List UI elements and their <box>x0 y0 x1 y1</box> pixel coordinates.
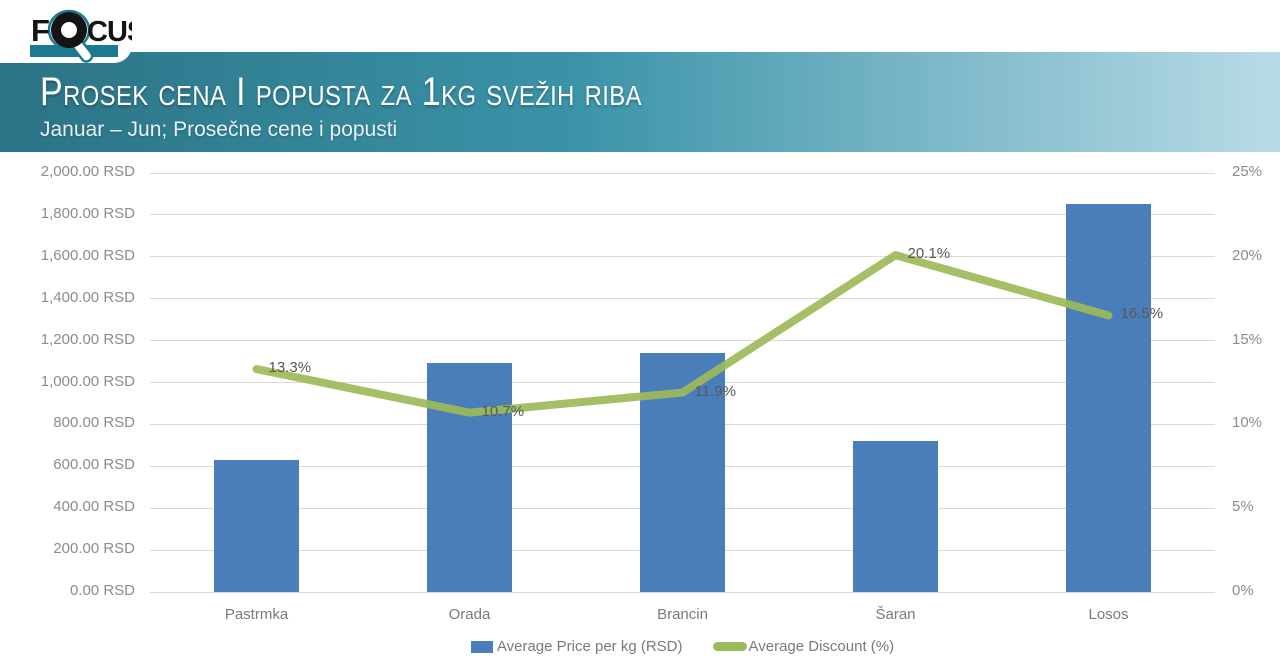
line-data-label: 16.5% <box>1120 305 1164 323</box>
legend-item: Average Price per kg (RSD) <box>470 638 683 655</box>
legend-item: Average Discount (%) <box>712 638 895 655</box>
right-axis-tick: 5% <box>1232 498 1254 516</box>
x-axis-label: Losos <box>1088 606 1129 623</box>
legend-label: Average Discount (%) <box>748 638 895 655</box>
combo-chart: 0.00 RSD 200.00 RSD 400.00 RSD 600.00 RSD 80… <box>0 160 1280 668</box>
header-band: Prosek cena I popusta za 1kg svežih riba… <box>0 52 1280 152</box>
x-axis-label: Šaran <box>875 606 916 623</box>
left-axis-tick: 800.00 RSD <box>53 414 135 432</box>
bar-losos <box>1066 204 1151 592</box>
logo-text-f: F <box>31 13 50 48</box>
gridline <box>150 214 1215 216</box>
logo-bar <box>30 45 118 57</box>
legend-label: Average Price per kg (RSD) <box>496 638 683 655</box>
left-axis-tick: 1,000.00 RSD <box>40 372 135 390</box>
right-axis-tick: 15% <box>1232 330 1263 348</box>
gridline <box>150 298 1215 300</box>
x-axis-label: Brancin <box>657 606 708 623</box>
discount-line <box>252 251 1113 417</box>
left-axis-tick: 2,000.00 RSD <box>40 163 135 180</box>
right-axis-tick: 10% <box>1232 414 1263 432</box>
left-axis-tick: 600.00 RSD <box>53 456 135 474</box>
logo-text-cus: CUS <box>87 16 132 48</box>
gridline <box>150 340 1215 342</box>
line-data-label: 13.3% <box>268 359 312 377</box>
focus-logo: F CUS <box>0 0 147 63</box>
bar-orada <box>427 362 512 592</box>
gridline <box>150 591 1215 593</box>
left-axis-tick: 1,200.00 RSD <box>40 330 135 348</box>
right-axis-tick: 0% <box>1232 582 1254 599</box>
gridline <box>150 256 1215 258</box>
line-data-label: 20.1% <box>907 245 951 263</box>
gridline <box>150 172 1215 174</box>
magnifier-ring-icon <box>47 9 91 51</box>
left-axis-tick: 1,400.00 RSD <box>40 288 135 306</box>
chart-legend: Average Price per kg (RSD) Average Discou… <box>150 638 1215 655</box>
page-title: Prosek cena I popusta za 1kg svežih riba <box>40 70 642 114</box>
left-axis-tick: 1,600.00 RSD <box>40 246 135 264</box>
legend-line-swatch-icon <box>712 642 747 651</box>
left-axis-tick: 0.00 RSD <box>69 582 135 599</box>
left-axis-tick: 200.00 RSD <box>53 540 135 558</box>
left-axis-tick: 400.00 RSD <box>53 498 135 516</box>
right-axis-tick: 25% <box>1232 163 1263 180</box>
legend-bar-swatch-icon <box>470 640 493 653</box>
focus-logo-graphic: F CUS <box>30 9 147 63</box>
line-data-label: 10.7% <box>481 402 525 420</box>
page-subtitle: Januar – Jun; Prosečne cene i popusti <box>40 118 398 141</box>
line-data-label: 11.9% <box>694 382 736 400</box>
discount-line-series <box>252 251 1113 417</box>
header-content: Prosek cena I popusta za 1kg svežih riba… <box>0 52 1280 143</box>
magnifier-lens-icon <box>51 12 87 48</box>
bar-pastrmka <box>214 460 299 592</box>
bar-šaran <box>853 441 938 592</box>
x-axis-label: Pastrmka <box>224 606 289 623</box>
left-axis-tick: 1,800.00 RSD <box>40 204 135 222</box>
x-axis-label: Orada <box>448 606 491 623</box>
right-axis-tick: 20% <box>1232 246 1263 264</box>
